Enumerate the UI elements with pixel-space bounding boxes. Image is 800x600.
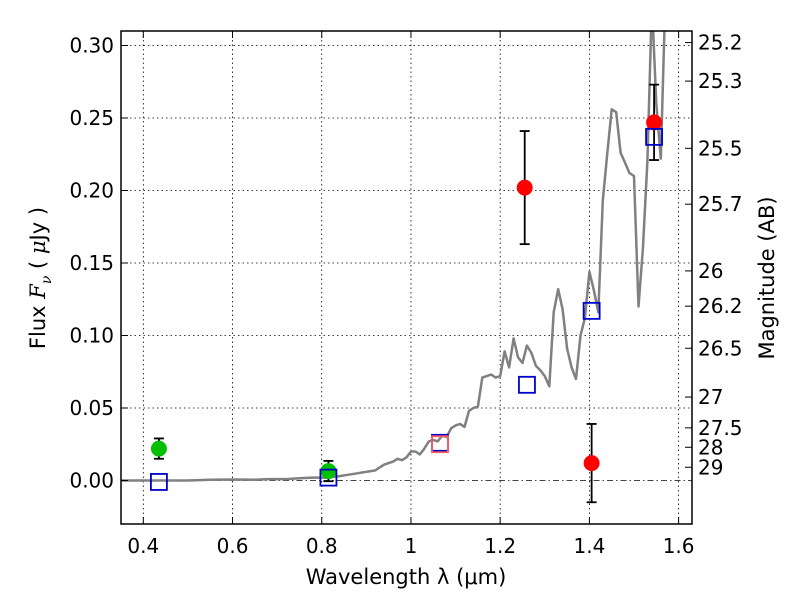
x-axis-label: Wavelength λ (μm) <box>306 565 507 589</box>
y-tick-label: 0.30 <box>69 34 114 58</box>
magnitude-tick-label: 26.2 <box>698 294 743 318</box>
model-square <box>582 301 601 320</box>
model-square <box>518 375 536 394</box>
model-square <box>431 435 449 454</box>
plot-frame <box>120 30 693 525</box>
magnitude-tick-label: 25.3 <box>698 69 743 93</box>
magnitude-axis-label: Magnitude (AB) <box>755 196 779 359</box>
magnitude-tick-label: 29 <box>698 455 723 479</box>
y-tick-label: 0.10 <box>69 324 114 348</box>
magnitude-tick-label: 26 <box>698 259 723 283</box>
data-point <box>583 455 600 472</box>
data-point <box>320 463 337 480</box>
magnitude-tick-label: 27.5 <box>698 416 743 440</box>
magnitude-tick-label: 25.7 <box>698 192 743 216</box>
model-square <box>645 127 663 146</box>
x-tick-label: 1.4 <box>573 534 605 558</box>
spectrum-line <box>121 31 666 482</box>
magnitude-tick-label: 28 <box>698 435 723 459</box>
grid-lines <box>121 31 692 524</box>
data-point <box>150 440 167 457</box>
x-tick-label: 0.4 <box>127 534 159 558</box>
x-tick-label: 1.6 <box>663 534 695 558</box>
model-square <box>150 473 168 491</box>
x-tick-label: 1.2 <box>484 534 516 558</box>
magnitude-tick-label: 27 <box>698 385 723 409</box>
marker-layer <box>150 83 663 504</box>
magnitude-tick-label: 25.5 <box>698 136 743 160</box>
magnitude-tick-label: 25.2 <box>698 31 743 55</box>
magnitude-tick-label: 26.5 <box>698 336 743 360</box>
tick-labels: 0.4 0.6 0.8 1 1.2 1.4 1.6 0.00 0.05 0.10 0.15 0.20 0… <box>69 31 742 558</box>
y-tick-label: 0.05 <box>69 396 114 420</box>
y-tick-label: 0.25 <box>69 106 114 130</box>
x-tick-label: 0.6 <box>217 534 249 558</box>
model-square <box>319 468 338 487</box>
y-axis-label: Flux Fν ( μJy ) <box>26 207 55 349</box>
x-tick-label: 0.8 <box>306 534 338 558</box>
x-tick-label: 1 <box>405 534 418 558</box>
spectrum-layer <box>121 31 666 482</box>
data-point <box>646 114 663 131</box>
y-tick-label: 0.20 <box>69 179 114 203</box>
y-tick-label: 0.00 <box>69 469 114 493</box>
tick-marks <box>121 31 692 524</box>
data-point <box>516 179 533 196</box>
y-tick-label: 0.15 <box>69 251 114 275</box>
